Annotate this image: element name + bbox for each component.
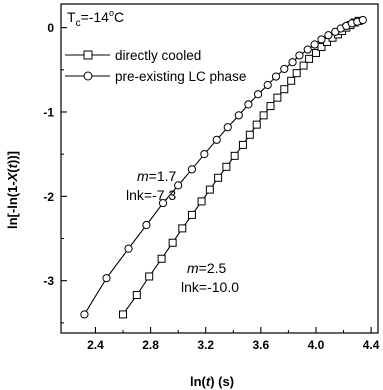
data-point-square: [311, 48, 320, 57]
x-axis-label: ln(t) (s): [190, 374, 234, 389]
x-tick-label: 4.4: [363, 338, 380, 352]
data-point-circle: [200, 150, 209, 159]
legend: directly cooled pre-existing LC phase: [65, 48, 246, 84]
data-point-circle: [212, 135, 221, 144]
x-tick-label: 4.0: [308, 338, 325, 352]
data-point-square: [259, 111, 268, 120]
data-point-circle: [244, 100, 253, 109]
legend-label-directly-cooled: directly cooled: [115, 48, 201, 63]
data-point-square: [214, 173, 223, 182]
data-point-circle: [324, 31, 333, 40]
data-point-circle: [124, 244, 133, 253]
data-point-circle: [280, 64, 289, 74]
x-tick-label: 2.4: [87, 338, 104, 352]
data-point-circle: [358, 15, 367, 25]
y-tick-label: -1: [43, 105, 54, 119]
data-point-circle: [295, 51, 304, 60]
data-point-square: [145, 272, 154, 281]
y-tick-label: 0: [47, 21, 54, 35]
data-point-circle: [174, 181, 183, 190]
x-tick-label: 2.8: [142, 338, 159, 352]
data-point-square: [222, 162, 231, 171]
data-point-circle: [317, 35, 326, 44]
legend-label-pre-existing: pre-existing LC phase: [115, 69, 246, 84]
data-point-square: [178, 224, 187, 233]
data-point-circle: [142, 220, 151, 230]
data-point-circle: [263, 80, 272, 90]
data-point-circle: [80, 310, 89, 319]
data-point-square: [292, 69, 301, 78]
annotation-m-direct: m=2.5: [187, 260, 227, 276]
data-point-square: [132, 291, 141, 300]
data-point-square: [305, 54, 314, 63]
x-tick-label: 3.2: [197, 338, 214, 352]
annotation-lnk-direct: lnk=-10.0: [181, 279, 239, 295]
data-point-circle: [271, 72, 281, 81]
legend-marker-square: [83, 50, 93, 60]
data-point-circle: [303, 45, 312, 54]
data-point-circle: [253, 90, 263, 99]
data-point-square: [273, 93, 282, 102]
data-point-circle: [158, 198, 168, 208]
data-point-square: [252, 120, 261, 129]
data-point-circle: [288, 58, 297, 67]
data-point-square: [119, 310, 128, 319]
condition-label: Tc=-14oC: [67, 8, 124, 29]
data-point-square: [157, 254, 166, 263]
plot-frame: [60, 3, 379, 334]
data-point-square: [205, 185, 214, 194]
annotation-lnk-lc: lnk=-7.3: [126, 187, 176, 203]
x-tick-label: 3.6: [253, 338, 270, 352]
y-axis-label: ln[-ln(1-X(t))]: [5, 151, 20, 229]
data-point-square: [238, 140, 247, 149]
data-point-square: [168, 238, 177, 247]
data-point-square: [266, 102, 275, 111]
y-tick-label: -3: [43, 274, 54, 288]
data-point-square: [287, 76, 296, 85]
data-point-circle: [310, 40, 319, 49]
data-point-square: [245, 130, 254, 139]
data-point-square: [197, 197, 206, 206]
annotation-m-lc: m=1.7: [137, 168, 177, 184]
data-point-square: [299, 61, 308, 70]
data-point-square: [187, 210, 196, 219]
y-tick-label: -2: [43, 190, 54, 204]
data-point-circle: [102, 274, 111, 283]
data-point-square: [280, 85, 289, 94]
data-point-square: [230, 151, 239, 160]
data-point-circle: [234, 111, 243, 120]
data-point-circle: [187, 165, 197, 174]
data-point-circle: [223, 123, 232, 132]
legend-marker-circle: [83, 71, 93, 81]
